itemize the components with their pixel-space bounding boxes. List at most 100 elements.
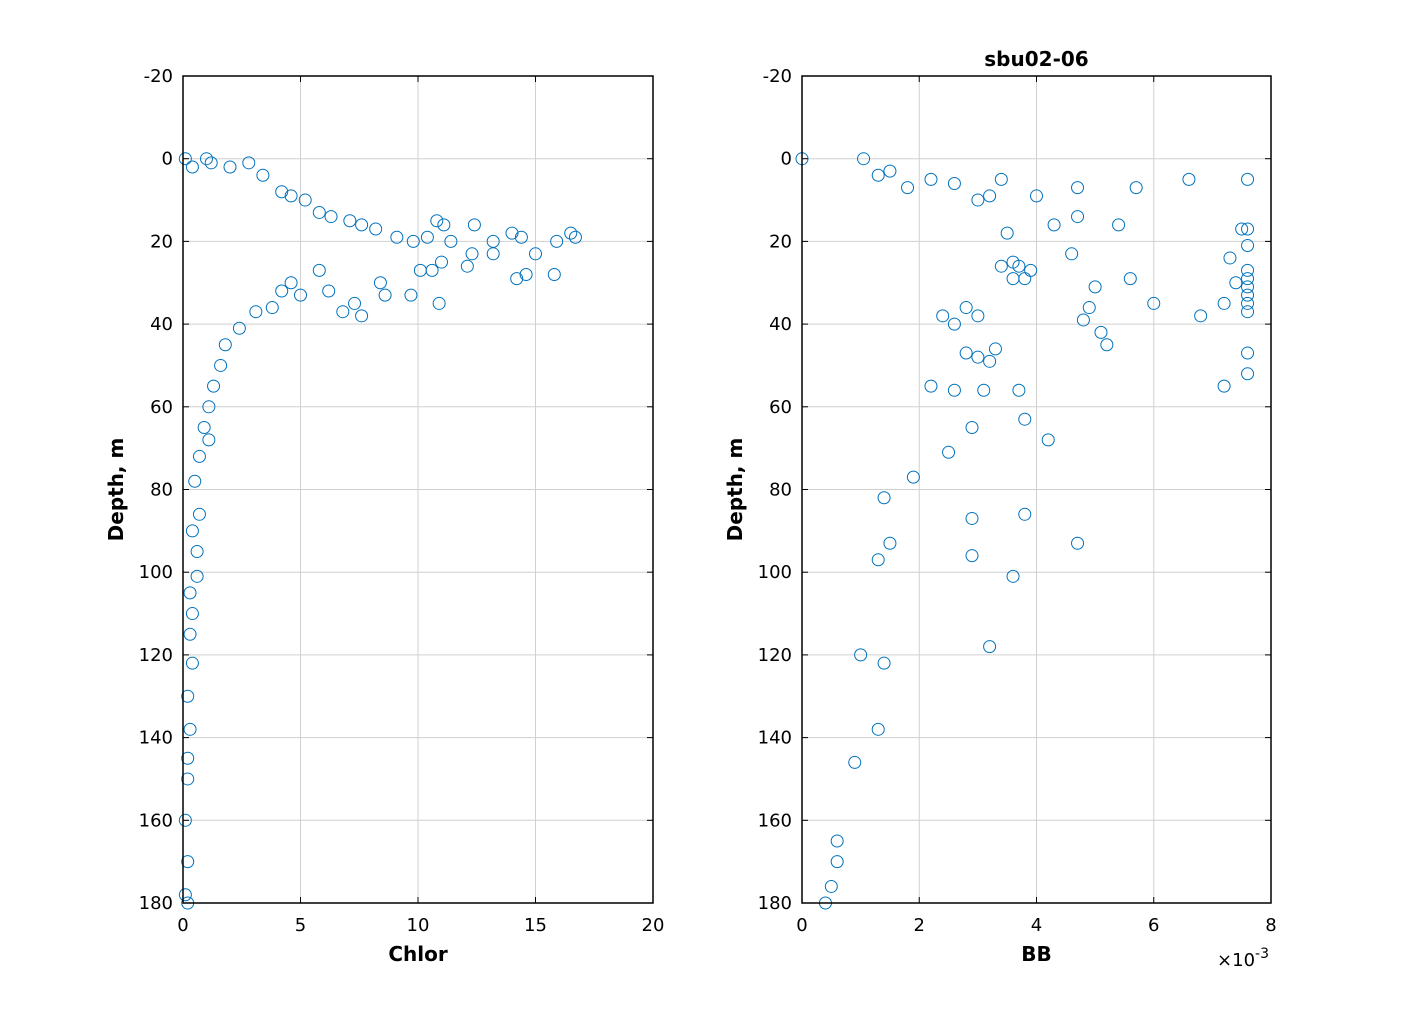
data-points [178, 152, 582, 910]
data-point [1217, 296, 1231, 310]
data-point [185, 656, 199, 670]
data-point [200, 152, 213, 166]
data-point [298, 193, 312, 207]
data-point [1241, 172, 1255, 186]
data-point [514, 230, 528, 244]
data-point [1012, 259, 1026, 273]
data-point [883, 164, 897, 178]
data-point [284, 189, 298, 203]
data-point [432, 296, 446, 310]
x-axis-label: Chlor [388, 942, 448, 966]
data-point [178, 888, 192, 902]
data-point [906, 470, 920, 484]
x-exponent-base: ×10 [1217, 950, 1255, 971]
data-point [877, 656, 891, 670]
data-point [564, 226, 578, 240]
data-point [465, 247, 479, 261]
data-point [204, 156, 218, 170]
y-tick-label: 40 [769, 314, 792, 335]
data-point [406, 234, 420, 248]
data-point [1241, 280, 1255, 294]
y-tick-label: 120 [139, 645, 173, 666]
data-point [430, 214, 444, 228]
data-point [1123, 272, 1137, 286]
data-point [390, 230, 404, 244]
data-point [871, 553, 885, 567]
data-point [1065, 247, 1079, 261]
axes-chlor: 0 5 10 15 20 -20 0 20 40 60 80 100 120 140 160 180 Chlor… [104, 66, 664, 966]
data-point [373, 276, 387, 290]
data-point [1041, 433, 1055, 447]
data-point [486, 247, 500, 261]
y-tick-label: 40 [150, 314, 173, 335]
data-point [924, 172, 938, 186]
data-point [854, 648, 868, 662]
data-point [1112, 218, 1126, 232]
data-point [202, 433, 216, 447]
data-point [547, 267, 561, 281]
data-point [971, 350, 985, 364]
x-tick-label: 5 [295, 915, 306, 936]
data-point [1217, 379, 1231, 393]
data-point [519, 267, 533, 281]
data-point [178, 813, 192, 827]
data-point [312, 205, 326, 219]
data-point [965, 511, 979, 525]
data-point [830, 855, 844, 869]
axes-bb: 0 2 4 6 8 -20 0 20 40 60 80 100 120 140 160 180 BB Depth,… [723, 47, 1277, 971]
data-point [1018, 272, 1032, 286]
data-point [1235, 222, 1249, 236]
data-point [568, 230, 582, 244]
data-point [936, 309, 950, 323]
data-point [1088, 280, 1102, 294]
data-point [1047, 218, 1061, 232]
data-point [983, 189, 997, 203]
data-point [901, 181, 915, 195]
data-point [355, 309, 369, 323]
data-point [871, 722, 885, 736]
data-point [467, 218, 481, 232]
data-point [510, 272, 524, 286]
data-point [185, 607, 199, 621]
data-point [242, 156, 256, 170]
data-point [181, 855, 195, 869]
y-tick-label: 100 [139, 562, 173, 583]
x-exponent-power: -3 [1255, 946, 1269, 962]
chart-title: sbu02-06 [984, 47, 1088, 71]
data-point [404, 288, 418, 302]
y-tick-label: 160 [139, 810, 173, 831]
data-point [249, 305, 263, 319]
data-point [988, 342, 1002, 356]
data-point [460, 259, 474, 273]
data-point [265, 301, 279, 315]
data-point [188, 474, 202, 488]
data-point [185, 524, 199, 538]
data-point [1094, 325, 1108, 339]
data-point [529, 247, 542, 261]
data-point [877, 491, 891, 505]
data-point [1241, 288, 1255, 302]
y-axis-label: Depth, m [723, 438, 747, 542]
data-point [977, 383, 991, 397]
data-point [947, 177, 961, 191]
data-point [207, 379, 221, 393]
y-tick-label: 180 [139, 893, 173, 914]
data-point [1241, 263, 1255, 277]
y-tick-label: -20 [763, 66, 792, 87]
data-point [1241, 222, 1255, 236]
data-point [202, 400, 216, 414]
y-tick-label: 160 [758, 810, 792, 831]
data-point [1071, 536, 1085, 550]
data-point [883, 536, 897, 550]
data-point [1129, 181, 1143, 195]
data-point [1006, 569, 1020, 583]
data-point [959, 301, 973, 315]
data-point [971, 193, 985, 207]
data-point [322, 284, 336, 298]
data-point [1241, 367, 1255, 381]
data-point [294, 288, 307, 302]
x-exponent-label: ×10-3 [1217, 946, 1269, 971]
data-point [183, 586, 197, 600]
y-tick-label: 140 [758, 728, 792, 749]
data-point [505, 226, 519, 240]
